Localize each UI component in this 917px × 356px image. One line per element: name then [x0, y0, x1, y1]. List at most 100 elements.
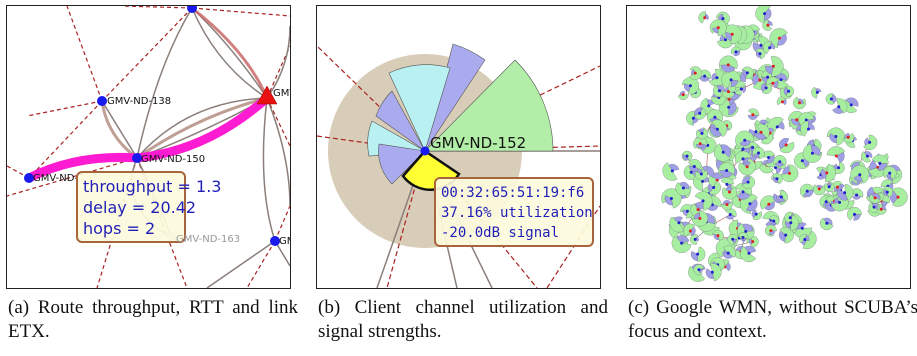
wmn-node[interactable] — [775, 125, 779, 129]
wmn-node[interactable] — [716, 26, 720, 30]
wmn-node[interactable] — [731, 237, 735, 241]
wmn-node[interactable] — [827, 185, 831, 189]
node-left[interactable] — [24, 173, 34, 183]
wmn-node[interactable] — [865, 154, 869, 158]
wmn-node[interactable] — [764, 86, 768, 90]
wmn-node[interactable] — [800, 226, 804, 230]
wmn-node[interactable] — [716, 234, 720, 238]
wmn-node[interactable] — [692, 165, 696, 169]
wmn-node[interactable] — [688, 229, 692, 233]
wmn-node[interactable] — [700, 131, 704, 135]
wmn-node[interactable] — [699, 172, 703, 176]
wmn-node[interactable] — [697, 268, 701, 272]
wmn-node[interactable] — [696, 208, 700, 212]
wmn-node[interactable] — [775, 177, 779, 181]
wmn-node[interactable] — [698, 142, 702, 146]
wmn-node[interactable] — [837, 166, 841, 170]
wmn-node[interactable] — [757, 151, 761, 155]
wmn-node[interactable] — [701, 179, 705, 183]
wmn-node[interactable] — [729, 78, 733, 82]
wmn-node[interactable] — [741, 190, 745, 194]
wmn-node[interactable] — [713, 115, 717, 119]
wmn-node[interactable] — [846, 135, 850, 139]
wmn-node[interactable] — [772, 219, 776, 223]
wmn-node[interactable] — [681, 93, 685, 97]
wmn-node[interactable] — [685, 209, 689, 213]
wmn-node[interactable] — [696, 252, 700, 256]
wmn-node[interactable] — [670, 169, 674, 173]
wmn-node[interactable] — [748, 202, 752, 206]
wmn-node[interactable] — [689, 170, 693, 174]
wmn-node[interactable] — [758, 78, 762, 82]
wmn-node[interactable] — [788, 171, 792, 175]
wmn-node[interactable] — [779, 195, 783, 199]
wmn-node[interactable] — [725, 182, 729, 186]
wmn-node[interactable] — [873, 196, 877, 200]
wmn-node[interactable] — [766, 75, 770, 79]
wmn-node[interactable] — [774, 166, 778, 170]
wmn-node[interactable] — [804, 118, 808, 122]
wmn-node[interactable] — [855, 193, 859, 197]
wmn-node[interactable] — [710, 270, 714, 274]
wedge-cyan-top[interactable] — [388, 64, 451, 152]
wmn-node[interactable] — [780, 100, 784, 104]
wmn-node[interactable] — [878, 161, 882, 165]
wmn-node[interactable] — [677, 221, 681, 225]
wmn-node[interactable] — [798, 101, 802, 105]
wmn-node[interactable] — [758, 52, 762, 56]
wmn-node[interactable] — [723, 38, 727, 42]
wmn-node[interactable] — [771, 64, 775, 68]
wmn-node[interactable] — [852, 212, 856, 216]
wmn-node[interactable] — [879, 207, 883, 211]
wmn-node[interactable] — [728, 190, 732, 194]
wmn-node[interactable] — [769, 229, 773, 233]
wmn-node[interactable] — [777, 36, 781, 40]
wmn-node[interactable] — [789, 221, 793, 225]
node-top[interactable] — [187, 6, 197, 13]
wedge-green[interactable] — [424, 59, 554, 152]
wmn-node[interactable] — [815, 90, 819, 94]
wmn-node[interactable] — [751, 240, 755, 244]
wmn-node[interactable] — [725, 203, 729, 207]
wmn-node[interactable] — [800, 159, 804, 163]
wmn-node[interactable] — [698, 111, 702, 115]
wmn-node[interactable] — [741, 157, 745, 161]
wmn-node[interactable] — [896, 195, 900, 199]
wmn-node[interactable] — [767, 202, 771, 206]
wmn-node[interactable] — [681, 186, 685, 190]
wmn-node[interactable] — [728, 212, 732, 216]
wmn-node[interactable] — [771, 81, 775, 85]
wmn-node[interactable] — [838, 200, 842, 204]
wmn-node[interactable] — [741, 147, 745, 151]
wmn-node[interactable] — [829, 97, 833, 101]
wmn-node[interactable] — [849, 103, 853, 107]
wmn-node[interactable] — [715, 76, 719, 80]
node-bottom-right[interactable] — [270, 236, 280, 246]
wmn-node[interactable] — [837, 105, 841, 109]
wedge-purple-left[interactable] — [375, 90, 426, 152]
wmn-node[interactable] — [824, 200, 828, 204]
wmn-node[interactable] — [805, 189, 809, 193]
node-152[interactable] — [420, 146, 430, 156]
wmn-node[interactable] — [759, 130, 763, 134]
wmn-node[interactable] — [834, 154, 838, 158]
wmn-node[interactable] — [691, 116, 695, 120]
wmn-node[interactable] — [685, 154, 689, 158]
wmn-node[interactable] — [739, 87, 743, 91]
wmn-node[interactable] — [721, 150, 725, 154]
wmn-node[interactable] — [806, 127, 810, 131]
wmn-node[interactable] — [743, 138, 747, 142]
wmn-node[interactable] — [754, 212, 758, 216]
wmn-node[interactable] — [779, 78, 783, 82]
wmn-node[interactable] — [727, 90, 731, 94]
wmn-node[interactable] — [759, 43, 763, 47]
wmn-node[interactable] — [767, 155, 771, 159]
wmn-node[interactable] — [745, 165, 749, 169]
wmn-node[interactable] — [727, 105, 731, 109]
wmn-node[interactable] — [810, 151, 814, 155]
wmn-node[interactable] — [712, 185, 716, 189]
wmn-node[interactable] — [669, 196, 673, 200]
wmn-node[interactable] — [825, 171, 829, 175]
wmn-node[interactable] — [803, 237, 807, 241]
wmn-node[interactable] — [698, 216, 702, 220]
